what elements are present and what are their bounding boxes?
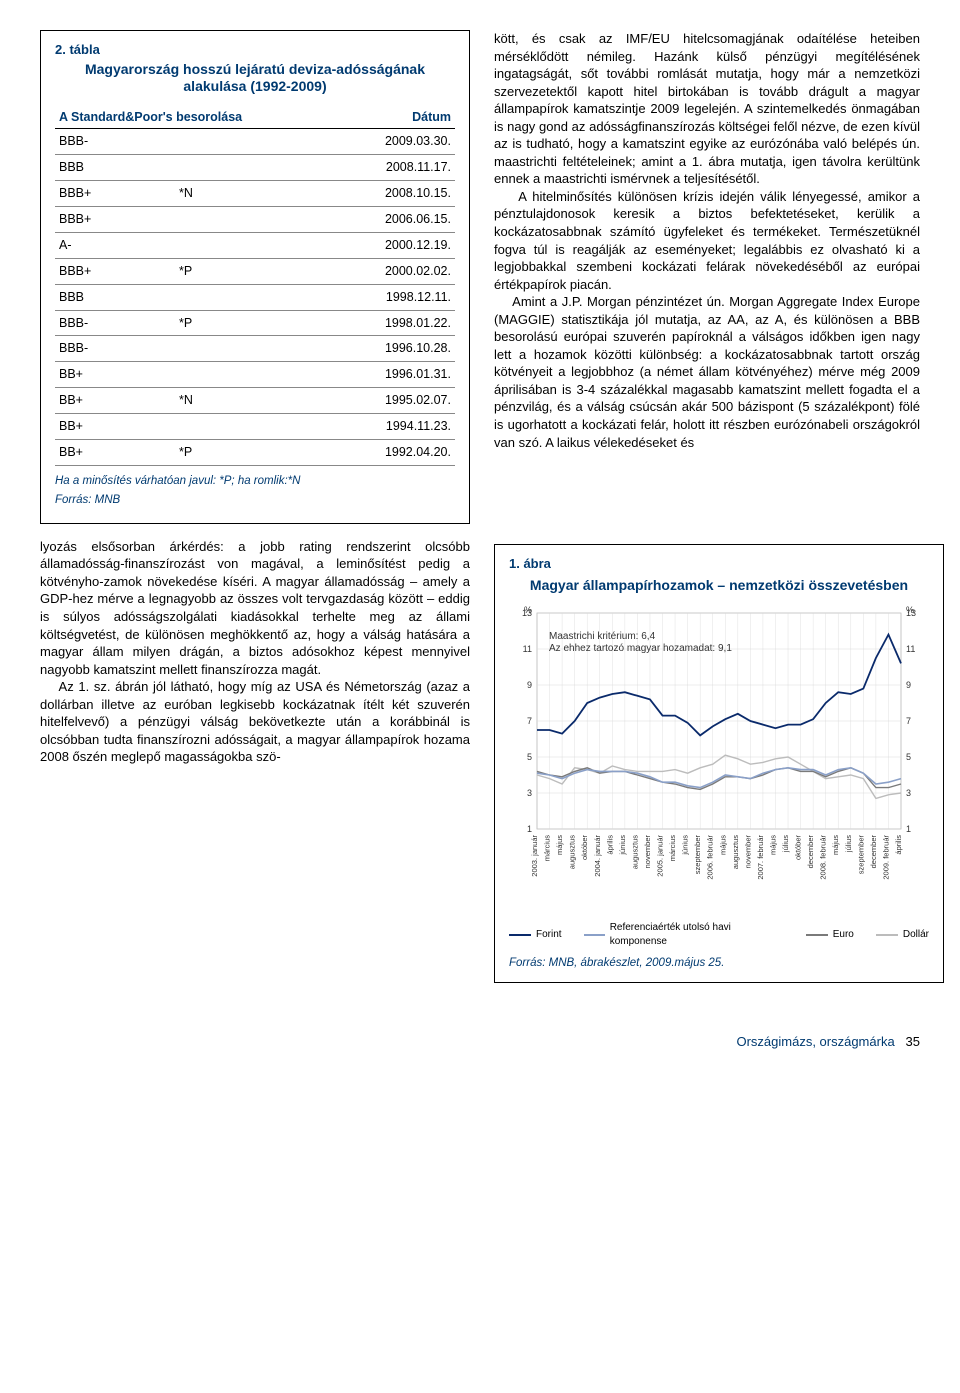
table-row: BBB+*P2000.02.02. [55,258,455,284]
svg-text:szeptember: szeptember [693,835,702,875]
svg-text:szeptember: szeptember [856,835,865,875]
table-number: 2. tábla [55,41,455,59]
svg-text:9: 9 [906,680,911,690]
table-row: A-2000.12.19. [55,232,455,258]
svg-text:%: % [524,605,532,615]
svg-text:október: október [580,835,589,861]
table-row: BB+1996.01.31. [55,362,455,388]
svg-text:március: március [543,835,552,862]
svg-text:augusztus: augusztus [630,835,639,869]
rating-table: A Standard&Poor's besorolása Dátum BBB-2… [55,106,455,466]
svg-text:7: 7 [527,716,532,726]
svg-text:november: november [743,835,752,869]
svg-text:március: március [668,835,677,862]
table-row: BB+1994.11.23. [55,414,455,440]
svg-text:2008. február: 2008. február [819,835,828,880]
svg-text:2004. január: 2004. január [593,835,602,877]
svg-text:11: 11 [906,644,915,654]
chart-source: Forrás: MNB, ábrakészlet, 2009.május 25. [509,956,929,972]
svg-text:5: 5 [906,752,911,762]
legend-dollar: Dollár [876,921,929,948]
svg-text:május: május [768,835,777,855]
table-source: Forrás: MNB [55,493,455,509]
svg-text:3: 3 [906,788,911,798]
right-column-text: kött, és csak az IMF/EU hitelcsomagjának… [494,30,920,451]
page-footer: Országimázs, országmárka 35 [40,1033,920,1051]
table-title: Magyarország hosszú lejáratú deviza-adós… [55,61,455,96]
svg-text:9: 9 [527,680,532,690]
svg-text:2007. február: 2007. február [756,835,765,880]
rating-table-box: 2. tábla Magyarország hosszú lejáratú de… [40,30,470,524]
table-row: BBB1998.12.11. [55,284,455,310]
svg-text:5: 5 [527,752,532,762]
chart-legend: Forint Referenciaérték utolsó havi kompo… [509,921,929,948]
svg-text:1: 1 [527,824,532,834]
svg-text:2003. január: 2003. január [530,835,539,877]
svg-text:3: 3 [527,788,532,798]
svg-text:április: április [894,835,903,855]
svg-text:augusztus: augusztus [731,835,740,869]
svg-text:május: május [718,835,727,855]
svg-text:május: május [555,835,564,855]
table-row: BBB+*N2008.10.15. [55,181,455,207]
svg-text:11: 11 [523,644,532,654]
svg-text:%: % [906,605,914,615]
svg-text:július: július [781,835,790,853]
svg-text:november: november [643,835,652,869]
svg-text:december: december [869,835,878,869]
table-row: BBB2008.11.17. [55,155,455,181]
svg-text:április: április [605,835,614,855]
footer-section: Országimázs, országmárka [736,1034,894,1049]
table-row: BBB-1996.10.28. [55,336,455,362]
table-row: BB+*N1995.02.07. [55,388,455,414]
svg-text:augusztus: augusztus [568,835,577,869]
svg-text:július: július [844,835,853,853]
footer-page: 35 [906,1034,920,1049]
legend-euro: Euro [806,921,854,948]
chart-number: 1. ábra [509,555,929,573]
table-row: BB+*P1992.04.20. [55,439,455,465]
svg-text:2009. február: 2009. február [881,835,890,880]
svg-text:június: június [681,835,690,856]
svg-text:június: június [618,835,627,856]
table-note: Ha a minősítés várhatóan javul: *P; ha r… [55,474,455,490]
legend-forint: Forint [509,921,562,948]
svg-text:7: 7 [906,716,911,726]
table-head-col1: A Standard&Poor's besorolása [55,106,255,129]
left-para-continued: lyozás elsősorban árkérdés: a jobb ratin… [40,538,470,766]
svg-text:2005. január: 2005. január [656,835,665,877]
chart-box: 1. ábra Magyar állampapírhozamok – nemze… [494,544,944,983]
chart-area: 113355779911111313%%2003. januármárciusm… [509,605,929,915]
svg-text:május: május [831,835,840,855]
chart-title: Magyar állampapírhozamok – nemzetközi ös… [509,576,929,595]
svg-text:október: október [794,835,803,861]
table-row: BBB+2006.06.15. [55,207,455,233]
table-row: BBB-*P1998.01.22. [55,310,455,336]
table-head-col2: Dátum [255,106,455,129]
legend-reference: Referenciaérték utolsó havi komponense [584,921,784,948]
table-row: BBB-2009.03.30. [55,129,455,155]
svg-text:1: 1 [906,824,911,834]
svg-text:december: december [806,835,815,869]
svg-text:2006. február: 2006. február [706,835,715,880]
